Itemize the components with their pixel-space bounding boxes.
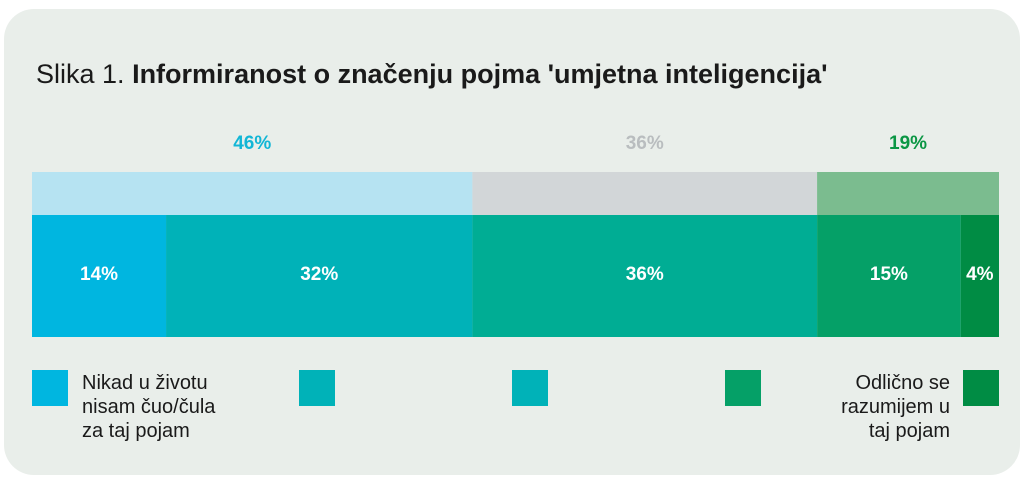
legend-label-line: taj pojam (868, 420, 950, 442)
title-main: Informiranost o značenju pojma 'umjetna … (132, 59, 828, 89)
group-bar (817, 172, 999, 215)
title-prefix: Slika 1. (36, 59, 125, 89)
group-bar (472, 172, 818, 215)
segment-bar (472, 215, 818, 337)
legend-label-line: Nikad u životu (82, 372, 208, 394)
legend-swatch (299, 370, 335, 406)
group-label: 46% (233, 133, 271, 154)
segment-label: 36% (626, 264, 664, 285)
legend-label-line: Odlično se (855, 372, 951, 394)
chart-title: Slika 1. Informiranost o značenju pojma … (36, 56, 828, 92)
segment-bar (32, 215, 167, 337)
group-label: 36% (626, 133, 664, 154)
segment-bar (960, 215, 999, 337)
legend-swatch (32, 370, 68, 406)
segment-bar (166, 215, 473, 337)
legend-swatch (512, 370, 548, 406)
segment-label: 14% (80, 264, 118, 285)
legend-label-line: za taj pojam (82, 420, 190, 442)
group-label: 19% (889, 133, 927, 154)
segment-label: 32% (300, 264, 338, 285)
legend-swatch (963, 370, 999, 406)
legend-label: Nikad u životu nisam čuo/čula za taj pojam (82, 371, 215, 443)
legend-label: Odlično se razumijem u taj pojam (841, 371, 950, 443)
segment-bar (817, 215, 961, 337)
legend-swatch (725, 370, 761, 406)
group-bar (32, 172, 473, 215)
legend-label-line: nisam čuo/čula (82, 396, 216, 418)
segment-label: 4% (966, 264, 994, 285)
legend-label-line: razumijem u (841, 396, 950, 418)
segment-label: 15% (870, 264, 908, 285)
